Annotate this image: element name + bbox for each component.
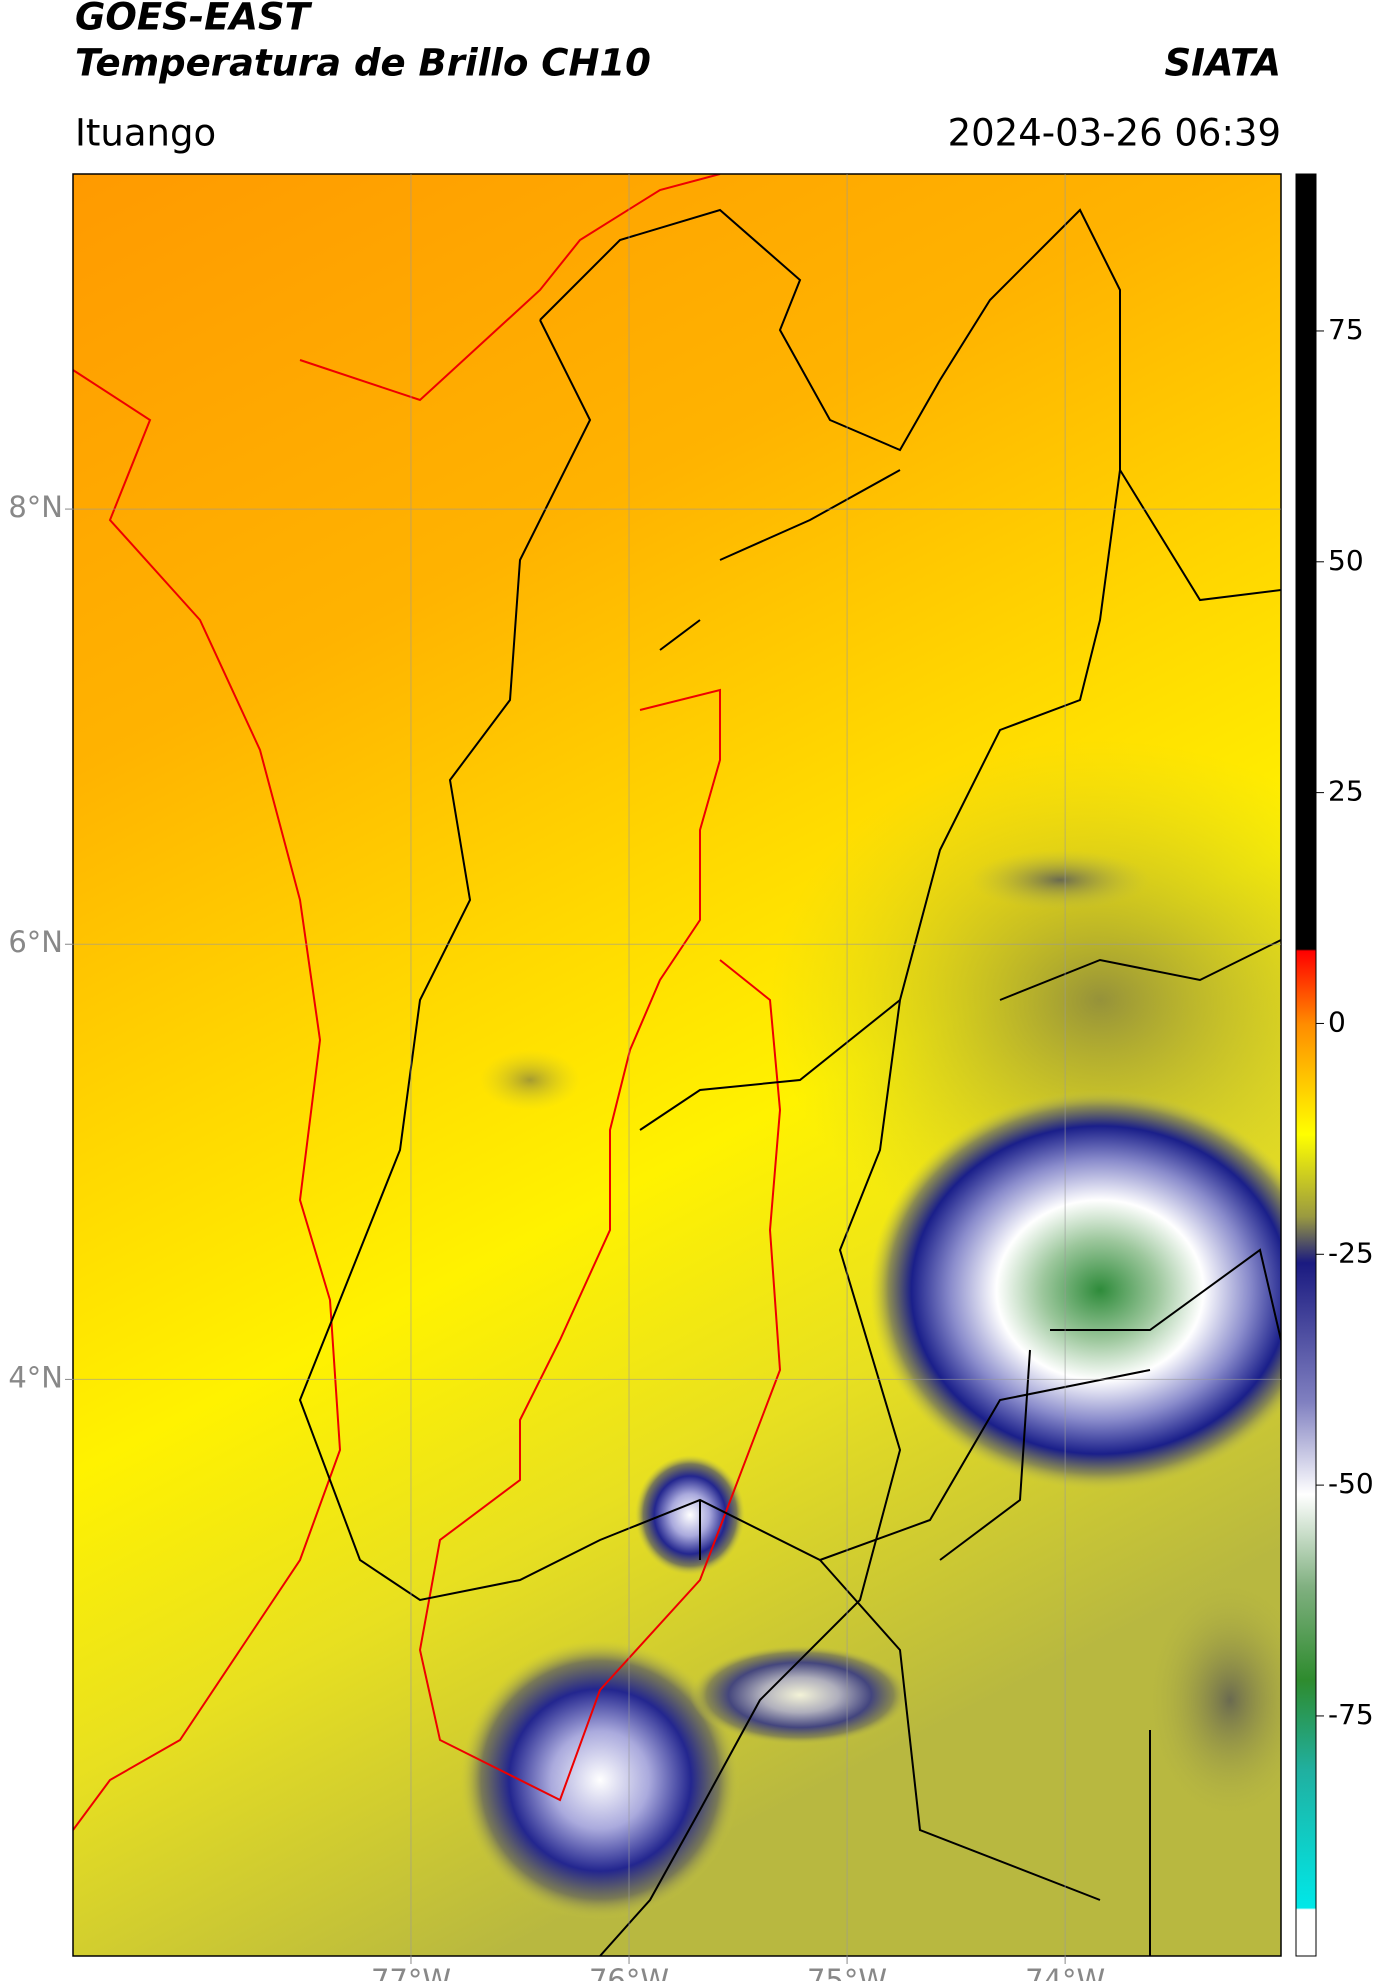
map-image [73,174,1281,1956]
colorbar-tick-label: 0 [1328,1005,1346,1038]
map-frame [72,173,1282,1957]
datetime: 2024-03-26 06:39 [948,112,1281,155]
colorbar-tick-label: 25 [1328,775,1364,808]
y-tick-label: 4°N [8,1360,63,1394]
source: SIATA [1164,42,1281,85]
title: GOES-EAST [75,0,313,39]
colorbar-tick-label: -50 [1328,1467,1374,1500]
x-tick-label: 75°W [807,1963,887,1981]
axes: 77°W 76°W 75°W 74°W 8°N 6°N 4°N 75 50 25 0 -25 -50 -7… [8,174,1374,1981]
subtitle: Temperatura de Brillo CH10 [75,42,651,85]
x-tick-label: 77°W [371,1963,451,1981]
y-tick-label: 8°N [8,490,63,524]
colorbar-tick-label: 75 [1328,313,1364,346]
x-tick-label: 74°W [1025,1963,1105,1981]
colorbar [1295,173,1317,1957]
colorbar-tick-label: -75 [1328,1698,1374,1731]
x-tick-label: 76°W [589,1963,669,1981]
region: Ituango [75,112,216,155]
colorbar-tick-label: 50 [1328,544,1364,577]
colorbar-tick-label: -25 [1328,1236,1374,1269]
y-tick-label: 6°N [8,925,63,959]
